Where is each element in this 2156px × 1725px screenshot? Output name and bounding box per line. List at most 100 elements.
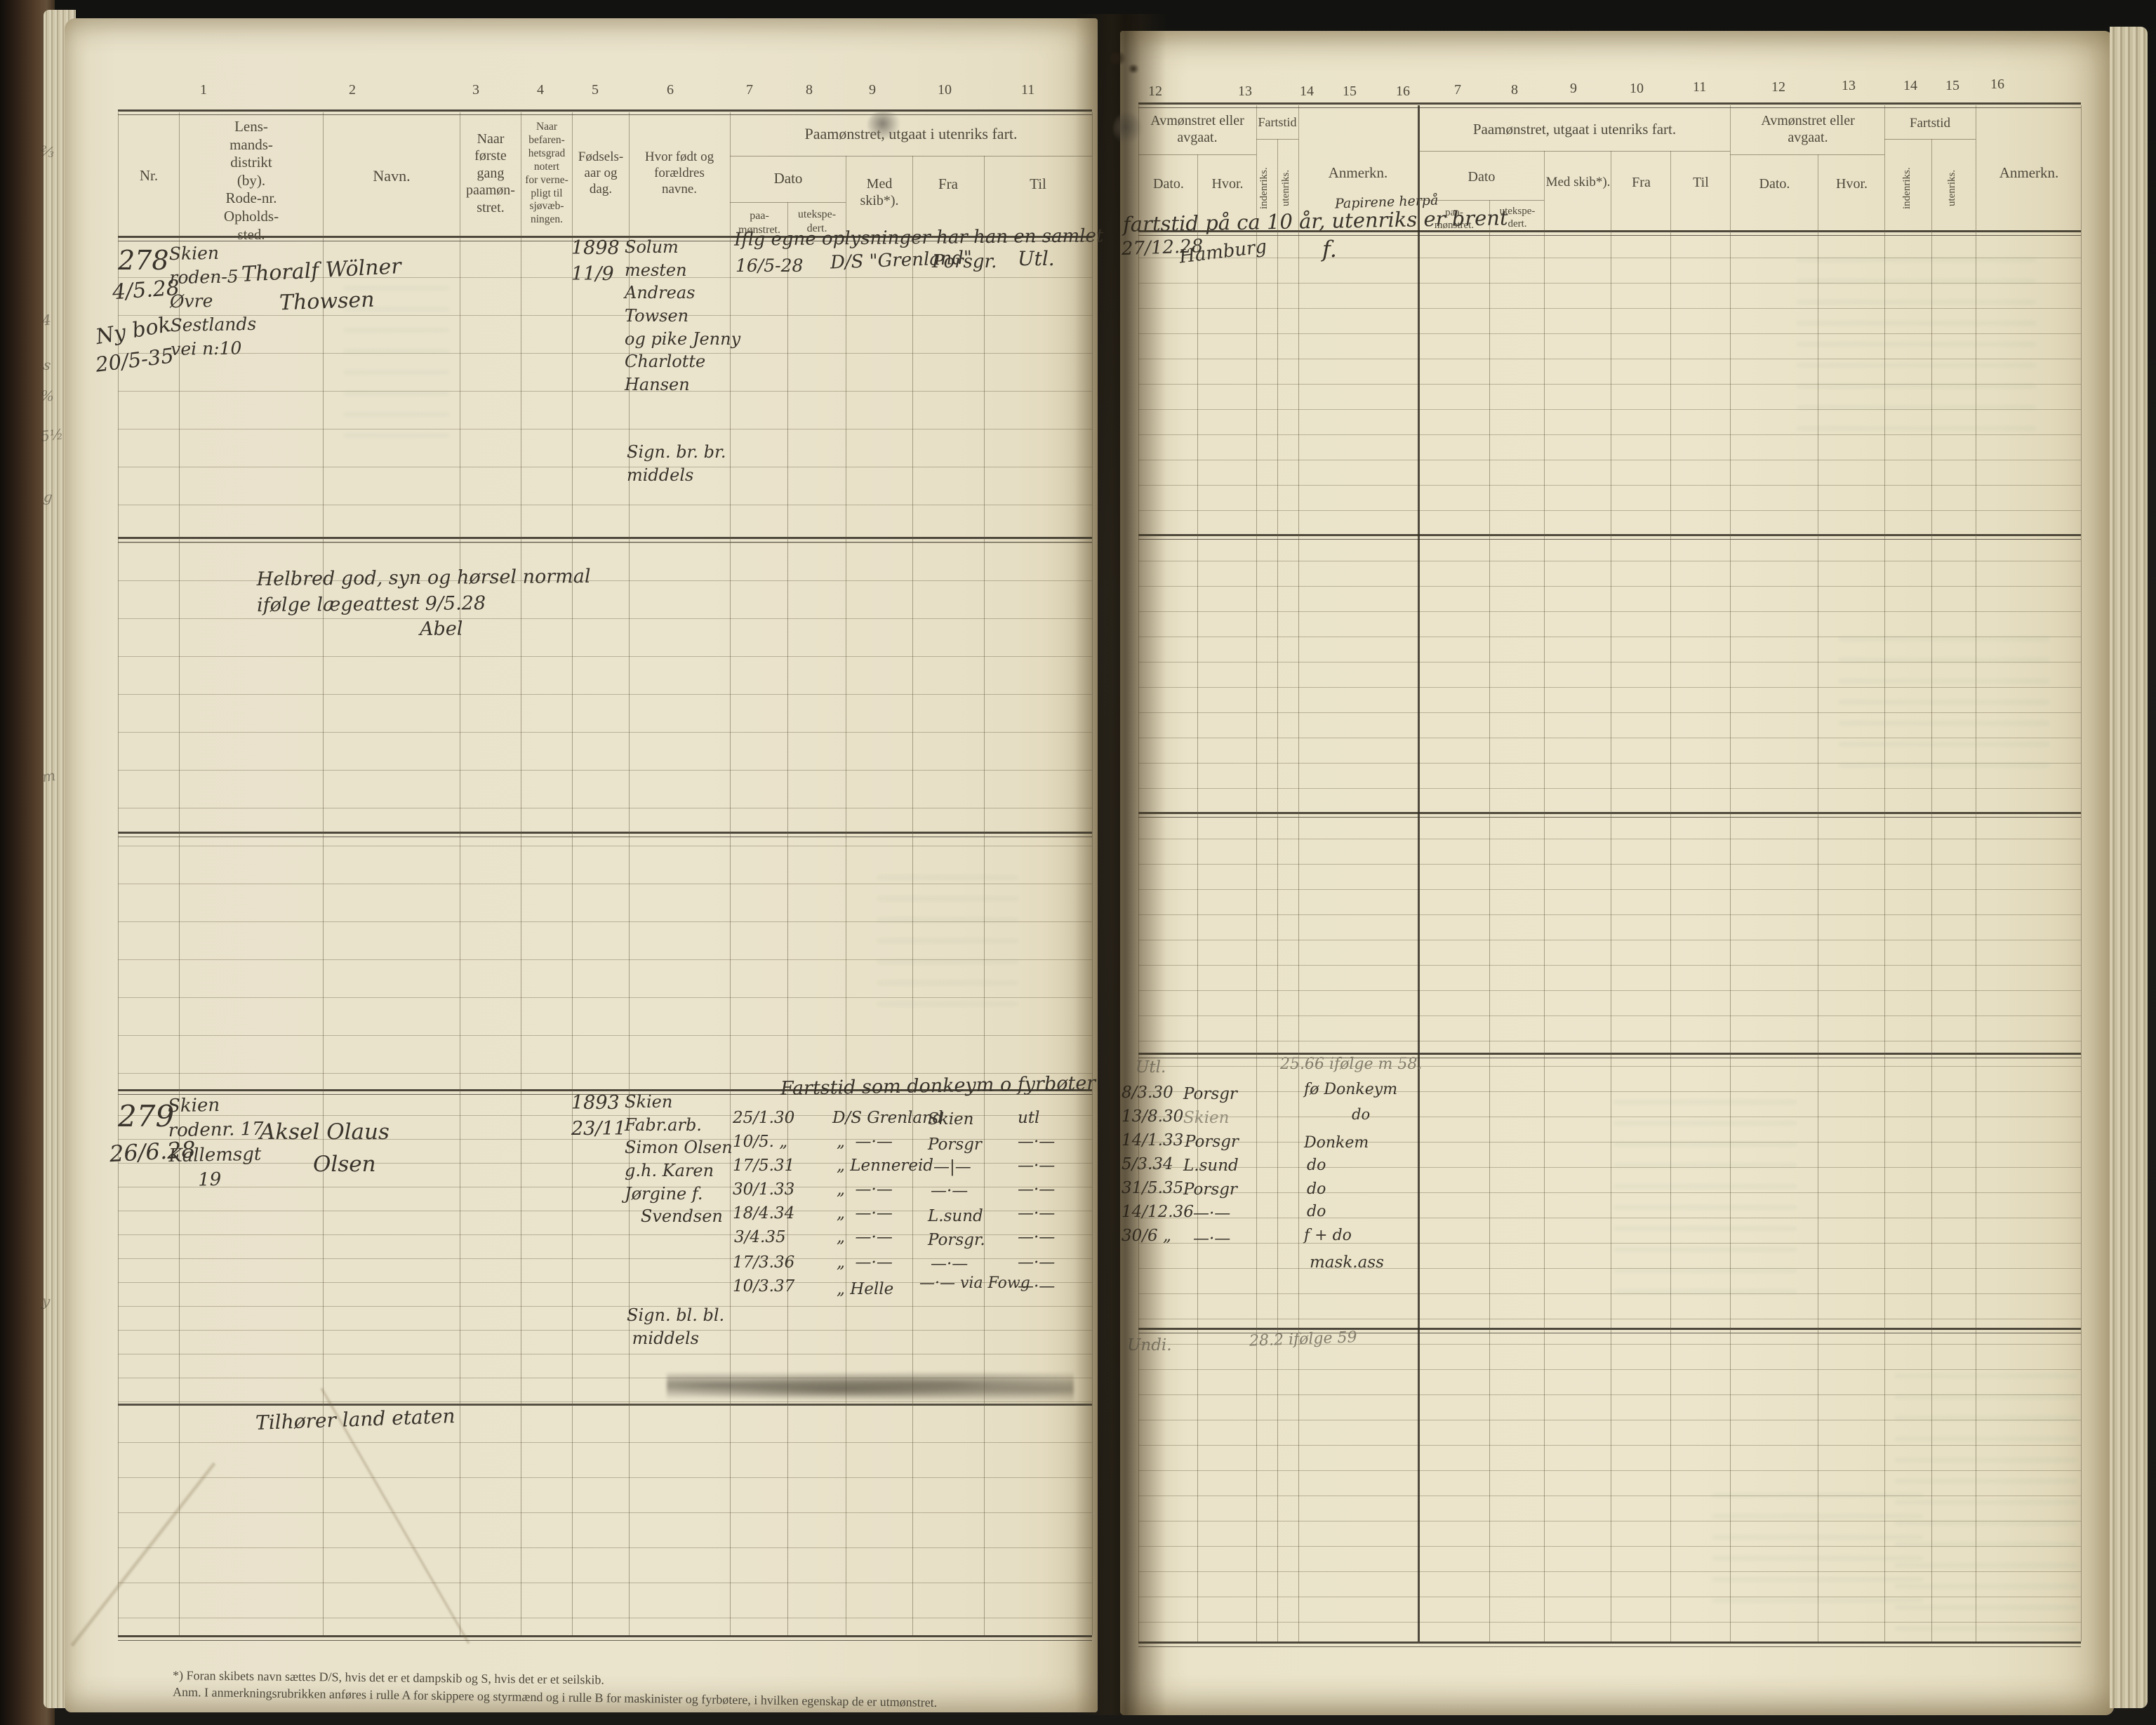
header-paamonstret: paa- mønstret.: [1434, 207, 1475, 232]
header-indenriks: indenriks.: [1901, 167, 1912, 209]
rule-bottom-left: [118, 1635, 1092, 1641]
header-dato: Dato: [1468, 169, 1496, 185]
voyage-ship: „ —·—: [837, 1228, 893, 1246]
ink-offset-ghost: [1712, 1488, 1923, 1614]
rule-block-sep: [1138, 812, 2081, 818]
discharge-anmerkn: do: [1352, 1106, 1371, 1123]
header-group-mustered: Paamønstret, utgaat i utenriks fart.: [1472, 121, 1677, 138]
grid-hline: [1418, 151, 1730, 152]
voyage-ship: „ —·—: [837, 1204, 893, 1223]
grid-hline: [1884, 139, 1976, 140]
voyage-ship: „ Helle: [837, 1280, 894, 1298]
header-til: Til: [1693, 175, 1709, 190]
voyage-fra: L.sund: [928, 1207, 983, 1225]
col-number: 9: [869, 82, 876, 98]
voyage-ship: „ —·—: [837, 1180, 893, 1199]
voyage-ship: „ —·—: [837, 1133, 893, 1151]
voyage-date: 10/3.37: [733, 1277, 795, 1296]
grid-hline: [730, 202, 846, 203]
grid-vline: [730, 112, 731, 1635]
discharge-anmerkn: do: [1307, 1157, 1326, 1174]
col-number: 13: [1842, 78, 1856, 93]
col-number: 16: [1396, 84, 1410, 99]
header-utenriks: utenriks.: [1946, 169, 1957, 207]
col-number: 16: [1990, 76, 2004, 92]
grid-vline: [1670, 151, 1671, 1641]
edge-mark: ⅔: [39, 142, 55, 161]
record-278-note-superscript: Papirene herpå: [1334, 192, 1439, 212]
ink-offset-ghost: [1839, 632, 2049, 772]
record-279-faded-anmerkn: 28.2 ifølge 59: [1249, 1328, 1357, 1350]
header-nr: Nr.: [139, 167, 159, 184]
header-first-mustered: Naar første gang paamøn- stret.: [466, 131, 515, 215]
grid-vline: [323, 112, 324, 1635]
ledger-page-left: [65, 18, 1098, 1712]
voyage-ship: „ —·—: [837, 1253, 893, 1272]
rule-block-sep: [118, 1404, 1092, 1406]
rule-block-sep: [1138, 1328, 2081, 1333]
col-number: 13: [1238, 84, 1252, 99]
grid-vline: [629, 112, 630, 1635]
header-dato: Dato.: [1759, 176, 1790, 192]
record-278-birthdate: 1898 11/9: [571, 237, 620, 285]
row-lines: [118, 240, 1092, 1088]
discharge-hvor: Porsgr: [1185, 1133, 1239, 1151]
header-med-skib: Med skib*).: [1545, 175, 1611, 189]
voyage-til: —·—: [1018, 1253, 1056, 1272]
edge-mark: m: [41, 766, 57, 786]
voyage-til: —·—: [1018, 1157, 1056, 1175]
col-number: 8: [806, 82, 813, 98]
record-279-fartstid-note: Fartstid som donkeym o fyrbøter: [780, 1072, 1096, 1100]
header-avmonstret: Avmønstret eller avgaat.: [1150, 113, 1244, 146]
rule-bottom-right: [1138, 1641, 2081, 1647]
voyage-til: —·—: [1018, 1228, 1056, 1246]
page-stack-right: [2110, 27, 2148, 1708]
row-lines: [118, 1092, 1092, 1402]
header-fartstid: Fartstid: [1258, 115, 1297, 129]
record-279-name-2: Olsen: [313, 1152, 376, 1177]
discharge-hvor: Porsgr: [1183, 1085, 1237, 1103]
col-number: 11: [1021, 82, 1035, 98]
voyage-fra: Skien: [928, 1110, 974, 1128]
record-279-birthdate: 1893 23/11: [571, 1092, 626, 1140]
record-279-born-parents: Skien Fabr.arb. Simon Olsen g.h. Karen J…: [625, 1092, 733, 1227]
voyage-ship: „ Lennereid: [837, 1157, 934, 1175]
record-278-signalement: Sign. br. br. middels: [627, 442, 726, 485]
rule-block-sep: [118, 1089, 1092, 1095]
ink-offset-ghost: [344, 281, 449, 449]
edge-mark: 4: [41, 311, 52, 329]
col-number: 9: [1570, 81, 1577, 96]
ink-blot: [867, 111, 901, 139]
voyage-til: —·—: [1018, 1180, 1056, 1199]
voyage-date: 10/5. „: [733, 1133, 788, 1151]
header-district: Lens- mands- distrikt (by). Rode-nr. Oph…: [223, 118, 279, 243]
voyage-fra: Porsgr.: [928, 1231, 985, 1249]
record-278-born-parents: Solum mesten Andreas Towsen og pike Jenn…: [625, 237, 741, 394]
grid-vline: [2081, 105, 2082, 1641]
col-number: 10: [938, 82, 952, 98]
discharge-hvor: —·—: [1193, 1204, 1231, 1223]
rule-top-right: [1138, 102, 2081, 108]
voyage-til: —·—: [1018, 1133, 1056, 1151]
grid-vline-heavy: [1418, 105, 1420, 1641]
voyage-til: —·—: [1018, 1277, 1056, 1296]
ink-offset-ghost: [1895, 1368, 2077, 1635]
edge-mark: y: [41, 1292, 51, 1310]
header-group-mustered: Paamønstret, utgaat i utenriks fart.: [804, 125, 1018, 142]
rule-header-bottom-right: [1138, 230, 2081, 236]
col-number: 15: [1945, 78, 1959, 93]
col-number: 14: [1903, 78, 1917, 93]
grid-hline: [1138, 154, 1256, 155]
header-utekspedert: utekspe- dert.: [797, 208, 837, 234]
ink-offset-ghost: [1614, 1095, 1797, 1305]
record-278-nr: 278: [118, 245, 169, 276]
ledger-page-right: [1120, 31, 2114, 1715]
col-number: 3: [472, 82, 479, 98]
header-navn: Navn.: [373, 167, 411, 185]
record-278-til: Utl.: [1018, 247, 1055, 270]
col-number: 15: [1343, 84, 1357, 99]
grid-vline: [1298, 105, 1299, 1641]
grid-vline: [787, 202, 788, 1635]
record-279-nr: 279: [118, 1099, 175, 1133]
